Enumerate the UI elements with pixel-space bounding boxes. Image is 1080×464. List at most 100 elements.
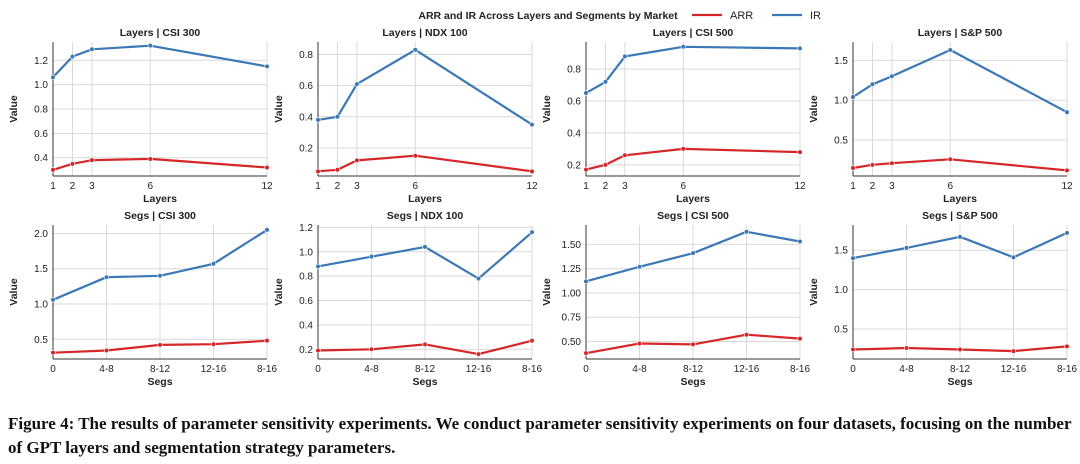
x-tick-label: 8-16 <box>522 364 542 375</box>
series-line-ir <box>585 45 801 94</box>
data-point-arr <box>869 162 876 168</box>
data-point-arr <box>264 164 270 171</box>
x-tick-label: 4-8 <box>899 364 914 375</box>
series-line-arr <box>52 157 268 171</box>
data-point-ir <box>264 227 270 233</box>
x-tick-label: 6 <box>680 181 686 192</box>
data-point-ir <box>1064 230 1070 236</box>
y-tick-label: 1.25 <box>562 264 582 275</box>
y-tick-label: 1.2 <box>299 223 313 234</box>
x-tick-label: 12-16 <box>201 364 227 375</box>
data-point-ir <box>354 81 360 87</box>
data-point-arr <box>1064 167 1070 174</box>
data-point-arr <box>889 160 895 166</box>
data-point-arr <box>422 341 428 347</box>
data-point-arr <box>850 346 856 353</box>
chart-title: Layers | CSI 500 <box>653 27 734 39</box>
data-point-arr <box>1010 348 1017 354</box>
data-point-ir <box>529 121 535 128</box>
x-tick-label: 8-16 <box>257 364 277 375</box>
chart-title: Segs | S&P 500 <box>922 210 998 222</box>
x-tick-label: 3 <box>622 181 628 192</box>
data-point-arr <box>334 167 341 173</box>
data-point-arr <box>157 342 163 348</box>
data-point-arr <box>210 341 217 347</box>
y-tick-label: 1.0 <box>834 285 848 296</box>
data-point-arr <box>315 347 321 354</box>
data-point-ir <box>529 229 535 235</box>
x-tick-label: 2 <box>335 181 341 192</box>
chart-title: Segs | CSI 300 <box>124 210 196 222</box>
y-tick-label: 1.2 <box>34 56 48 67</box>
series-line-ir <box>317 48 533 126</box>
data-point-arr <box>529 338 535 344</box>
data-point-ir <box>334 114 341 120</box>
y-tick-label: 0.5 <box>34 335 48 346</box>
x-tick-label: 12 <box>794 181 806 192</box>
legend-label-ir: IR <box>810 10 821 22</box>
y-tick-label: 0.8 <box>299 50 313 61</box>
y-tick-label: 1.5 <box>834 246 848 257</box>
data-point-arr <box>368 346 375 352</box>
data-point-arr <box>69 161 76 167</box>
data-point-ir <box>957 234 963 240</box>
x-axis-label: Segs <box>412 376 437 388</box>
x-tick-label: 2 <box>870 181 876 192</box>
data-point-arr <box>583 167 589 173</box>
data-point-arr <box>743 332 750 338</box>
data-point-ir <box>368 254 375 260</box>
x-axis-label: Layers <box>943 193 977 205</box>
y-tick-label: 1.5 <box>834 56 848 67</box>
y-tick-label: 1.0 <box>834 96 848 107</box>
x-tick-label: 2 <box>70 181 76 192</box>
y-axis-label: Value <box>541 278 553 306</box>
x-tick-label: 4-8 <box>99 364 114 375</box>
x-tick-label: 8-12 <box>415 364 435 375</box>
data-point-ir <box>475 276 482 282</box>
data-point-ir <box>50 74 56 80</box>
y-tick-label: 0.4 <box>299 112 313 123</box>
data-point-arr <box>850 165 856 171</box>
data-point-arr <box>583 350 589 356</box>
data-point-arr <box>636 340 643 347</box>
chart-title: Layers | CSI 300 <box>120 27 201 39</box>
y-axis-label: Value <box>541 95 553 123</box>
data-point-arr <box>947 156 953 162</box>
data-point-arr <box>529 168 535 174</box>
y-tick-label: 0.8 <box>299 272 313 283</box>
x-axis-label: Layers <box>676 193 710 205</box>
x-tick-label: 0 <box>315 364 321 375</box>
data-point-ir <box>622 53 628 59</box>
data-point-ir <box>315 263 321 270</box>
data-point-ir <box>69 54 76 60</box>
x-tick-label: 12 <box>526 181 538 192</box>
figure: ARR and IR Across Layers and Segments by… <box>8 10 1077 388</box>
data-point-ir <box>264 63 270 69</box>
y-axis-label: Value <box>808 95 820 123</box>
x-tick-label: 4-8 <box>632 364 647 375</box>
y-tick-label: 1.0 <box>34 299 48 310</box>
legend: ARR IR <box>692 10 821 22</box>
data-point-arr <box>680 146 686 152</box>
data-point-ir <box>636 264 643 270</box>
y-tick-label: 1.50 <box>562 240 582 251</box>
x-tick-label: 12-16 <box>1001 364 1027 375</box>
x-tick-label: 1 <box>583 181 589 192</box>
y-axis-label: Value <box>8 95 20 123</box>
data-point-ir <box>869 81 876 87</box>
y-tick-label: 0.4 <box>34 153 48 164</box>
data-point-arr <box>797 149 803 155</box>
x-tick-label: 8-16 <box>1057 364 1077 375</box>
data-point-ir <box>583 90 589 96</box>
x-tick-label: 2 <box>603 181 609 192</box>
x-tick-label: 12 <box>261 181 273 192</box>
data-point-ir <box>889 73 895 79</box>
x-tick-label: 1 <box>315 181 321 192</box>
chart-panel-6: 0.50 0.75 1.00 1.25 1.50 0 4-8 8-12 12-16 8-16 Seg… <box>541 210 810 388</box>
x-tick-label: 12-16 <box>466 364 492 375</box>
data-point-ir <box>157 273 163 279</box>
